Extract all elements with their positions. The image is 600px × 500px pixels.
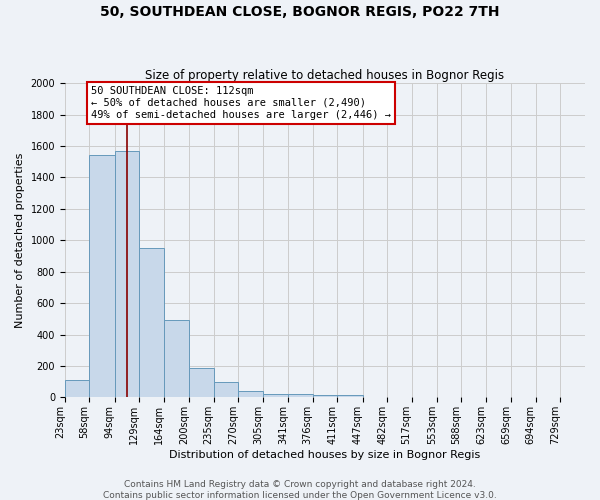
Bar — [362, 396, 387, 398]
Bar — [214, 382, 238, 398]
Bar — [238, 391, 263, 398]
Bar — [263, 394, 288, 398]
Bar — [560, 396, 585, 398]
Bar — [387, 396, 412, 398]
Bar — [412, 396, 437, 398]
Bar — [313, 395, 337, 398]
Bar — [511, 396, 536, 398]
Bar — [486, 396, 511, 398]
Text: 50 SOUTHDEAN CLOSE: 112sqm
← 50% of detached houses are smaller (2,490)
49% of s: 50 SOUTHDEAN CLOSE: 112sqm ← 50% of deta… — [91, 86, 391, 120]
X-axis label: Distribution of detached houses by size in Bognor Regis: Distribution of detached houses by size … — [169, 450, 481, 460]
Y-axis label: Number of detached properties: Number of detached properties — [15, 152, 25, 328]
Text: 50, SOUTHDEAN CLOSE, BOGNOR REGIS, PO22 7TH: 50, SOUTHDEAN CLOSE, BOGNOR REGIS, PO22 … — [100, 5, 500, 19]
Bar — [189, 368, 214, 398]
Bar — [89, 156, 115, 398]
Text: Contains HM Land Registry data © Crown copyright and database right 2024.
Contai: Contains HM Land Registry data © Crown c… — [103, 480, 497, 500]
Bar — [139, 248, 164, 398]
Bar — [164, 320, 189, 398]
Bar — [65, 380, 89, 398]
Bar — [288, 394, 313, 398]
Bar — [437, 396, 461, 398]
Bar — [536, 396, 560, 398]
Bar — [337, 395, 362, 398]
Bar — [461, 396, 486, 398]
Title: Size of property relative to detached houses in Bognor Regis: Size of property relative to detached ho… — [145, 69, 505, 82]
Bar — [115, 150, 139, 398]
